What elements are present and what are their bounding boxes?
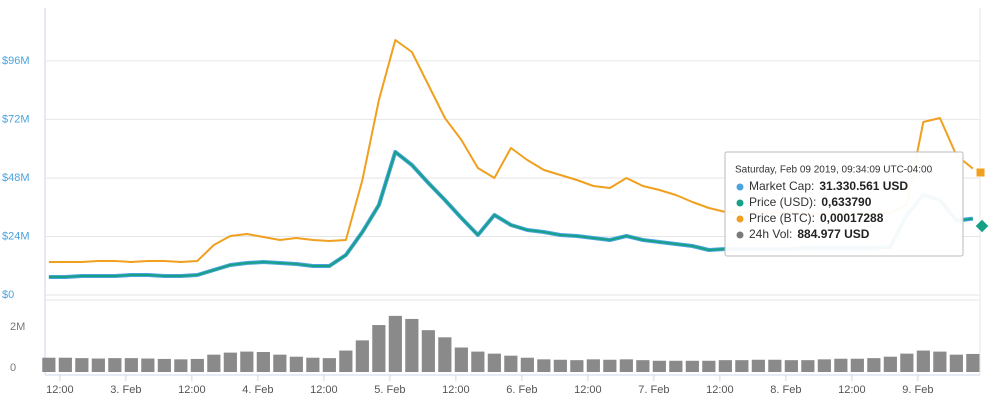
- x-tick-label: 3. Feb: [110, 384, 141, 396]
- volume-bar: [735, 360, 749, 372]
- hover-marker: [975, 167, 986, 178]
- volume-bar: [570, 360, 584, 372]
- volume-bar: [718, 360, 732, 372]
- volume-bar: [933, 351, 947, 372]
- tooltip-box: [724, 151, 964, 257]
- tooltip-label: Price (BTC):: [749, 211, 815, 225]
- x-tick-label: 8. Feb: [770, 384, 801, 396]
- volume-bar: [124, 358, 138, 372]
- volume-bar: [471, 351, 485, 372]
- tooltip-label: 24h Vol:: [749, 227, 792, 241]
- volume-bar: [388, 315, 402, 372]
- y-tick-label: $96M: [2, 55, 30, 67]
- volume-bar: [916, 350, 930, 372]
- volume-bar: [58, 357, 72, 372]
- volume-bar: [504, 355, 518, 372]
- x-tick-label: 12:00: [838, 384, 866, 396]
- tooltip-value: 884.977 USD: [797, 227, 869, 241]
- volume-bar: [487, 353, 501, 372]
- volume-bar: [273, 354, 287, 372]
- x-tick-label: 12:00: [46, 384, 74, 396]
- volume-bar: [636, 360, 650, 372]
- volume-bar: [190, 358, 204, 372]
- tooltip-dot: [736, 183, 744, 191]
- volume-bar: [141, 358, 155, 372]
- volume-bar: [355, 340, 369, 372]
- volume-bar: [157, 358, 171, 372]
- x-tick-label: 4. Feb: [242, 384, 273, 396]
- volume-bar: [553, 359, 567, 372]
- tooltip-value: 0,00017288: [820, 211, 884, 225]
- tooltip-dot: [736, 199, 744, 207]
- volume-bar: [883, 356, 897, 372]
- y-tick-label: $24M: [2, 230, 30, 242]
- volume-bar: [834, 358, 848, 372]
- volume-bar: [289, 356, 303, 372]
- volume-bar: [454, 347, 468, 372]
- volume-bar: [751, 359, 765, 372]
- volume-bar: [949, 354, 963, 372]
- volume-bar: [322, 358, 336, 372]
- x-tick-label: 5. Feb: [374, 384, 405, 396]
- volume-bar: [784, 360, 798, 372]
- y-tick-label: 2M: [10, 321, 25, 333]
- volume-bar: [768, 359, 782, 372]
- volume-bar: [966, 353, 980, 372]
- volume-bar: [240, 351, 254, 372]
- volume-bar: [520, 357, 534, 372]
- volume-bar: [817, 359, 831, 372]
- volume-bar: [702, 360, 716, 372]
- volume-bar: [405, 318, 419, 372]
- y-tick-label: $0: [2, 289, 14, 301]
- tooltip-value: 31.330.561 USD: [819, 179, 908, 193]
- volume-bar: [586, 359, 600, 372]
- tooltip-label: Price (USD):: [749, 195, 816, 209]
- tooltip-value: 0,633790: [821, 195, 871, 209]
- volume-bar: [801, 360, 815, 372]
- volume-bar: [174, 359, 188, 372]
- tooltip-label: Market Cap:: [749, 179, 814, 193]
- plot-layer: $0 $24M $48M $72M $96M 12:00 3. Feb 12:00 4. Feb…: [2, 39, 980, 396]
- x-tick-label: 9. Feb: [902, 384, 933, 396]
- volume-bar: [91, 358, 105, 372]
- volume-bar: [867, 358, 881, 372]
- y-tick-label: $72M: [2, 113, 30, 125]
- volume-bar: [339, 350, 353, 372]
- volume-bar: [207, 354, 221, 372]
- tooltip-title: Saturday, Feb 09 2019, 09:34:09 UTC-04:0…: [735, 165, 933, 176]
- x-tick-label: 12:00: [442, 384, 470, 396]
- y-tick-label: 0: [10, 362, 16, 374]
- x-tick-label: 12:00: [178, 384, 206, 396]
- volume-bar: [537, 359, 551, 372]
- volume-bar: [652, 360, 666, 372]
- tooltip: Saturday, Feb 09 2019, 09:34:09 UTC-04:0…: [724, 151, 964, 257]
- volume-bar: [900, 353, 914, 372]
- x-tick-label: 12:00: [706, 384, 734, 396]
- volume-bar: [850, 358, 864, 372]
- x-tick-label: 6. Feb: [506, 384, 537, 396]
- x-tick-label: 12:00: [574, 384, 602, 396]
- volume-bar: [108, 358, 122, 372]
- tooltip-dot: [736, 231, 744, 239]
- volume-bar: [685, 360, 699, 372]
- volume-bar: [42, 357, 56, 372]
- volume-bar: [619, 359, 633, 372]
- x-tick-label: 12:00: [310, 384, 338, 396]
- x-tick-label: 7. Feb: [638, 384, 669, 396]
- volume-bar: [372, 325, 386, 372]
- volume-bar: [306, 357, 320, 372]
- volume-bar: [603, 359, 617, 372]
- volume-bar: [75, 358, 89, 372]
- volume-bar: [669, 360, 683, 372]
- volume-bar: [256, 352, 270, 372]
- y-tick-label: $48M: [2, 172, 30, 184]
- volume-bar: [421, 330, 435, 372]
- tooltip-dot: [736, 215, 744, 223]
- volume-bar: [438, 337, 452, 372]
- volume-bar: [223, 352, 237, 372]
- hover-marker: [974, 218, 990, 234]
